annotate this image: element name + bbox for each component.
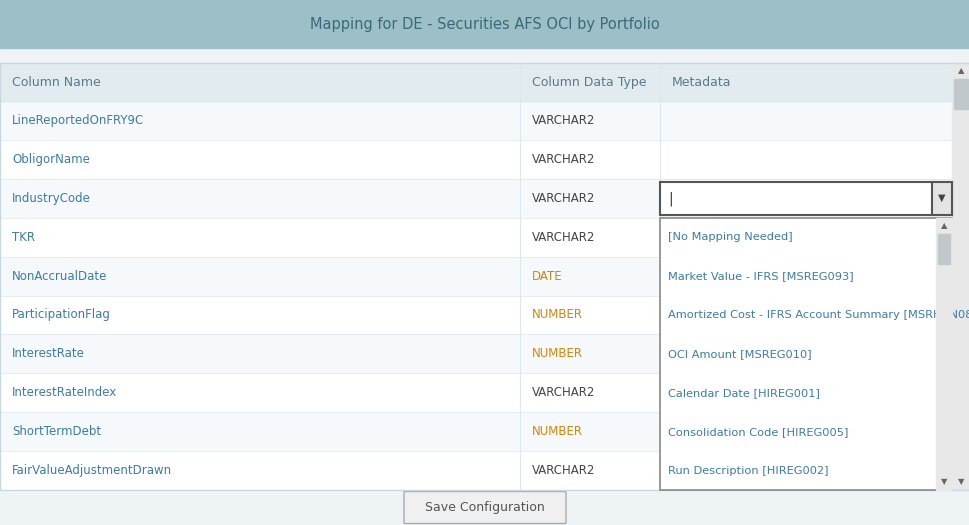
Text: NUMBER: NUMBER bbox=[531, 309, 582, 321]
Text: IndustryCode: IndustryCode bbox=[12, 192, 91, 205]
Bar bbox=[0, 373, 969, 412]
Text: ▲: ▲ bbox=[956, 67, 963, 76]
Bar bbox=[0, 101, 969, 140]
Text: ▼: ▼ bbox=[937, 193, 945, 203]
Text: VARCHAR2: VARCHAR2 bbox=[531, 192, 595, 205]
Text: NUMBER: NUMBER bbox=[531, 425, 582, 438]
Text: NUMBER: NUMBER bbox=[531, 348, 582, 360]
Bar bbox=[935, 218, 951, 490]
Text: ShortTermDebt: ShortTermDebt bbox=[12, 425, 101, 438]
Bar bbox=[951, 63, 969, 79]
Bar bbox=[0, 63, 969, 490]
Bar bbox=[0, 257, 969, 296]
Text: NonAccrualDate: NonAccrualDate bbox=[12, 269, 108, 282]
Bar bbox=[951, 63, 969, 490]
Bar bbox=[0, 179, 969, 218]
Bar bbox=[659, 218, 951, 490]
Bar bbox=[0, 451, 969, 490]
Bar bbox=[659, 182, 951, 215]
Bar bbox=[937, 234, 949, 264]
Text: VARCHAR2: VARCHAR2 bbox=[531, 464, 595, 477]
Text: TKR: TKR bbox=[12, 230, 35, 244]
Text: Amortized Cost - IFRS Account Summary [MSRHCN08]: Amortized Cost - IFRS Account Summary [M… bbox=[668, 310, 969, 320]
Text: Market Value - IFRS [MSREG093]: Market Value - IFRS [MSREG093] bbox=[668, 271, 853, 281]
Text: Consolidation Code [HIREG005]: Consolidation Code [HIREG005] bbox=[668, 427, 848, 437]
Bar bbox=[0, 63, 969, 490]
Bar bbox=[0, 0, 969, 48]
Text: FairValueAdjustmentDrawn: FairValueAdjustmentDrawn bbox=[12, 464, 172, 477]
Text: OCI Amount [MSREG010]: OCI Amount [MSREG010] bbox=[668, 349, 811, 359]
Text: Column Name: Column Name bbox=[12, 76, 101, 89]
Bar bbox=[931, 182, 951, 215]
Text: DATE: DATE bbox=[531, 269, 562, 282]
Bar bbox=[0, 296, 969, 334]
Bar bbox=[953, 79, 967, 109]
Bar bbox=[0, 218, 969, 257]
Text: Metadata: Metadata bbox=[672, 76, 731, 89]
Text: ▼: ▼ bbox=[956, 478, 963, 487]
FancyBboxPatch shape bbox=[403, 491, 566, 523]
Text: ParticipationFlag: ParticipationFlag bbox=[12, 309, 110, 321]
Text: VARCHAR2: VARCHAR2 bbox=[531, 114, 595, 127]
Text: LineReportedOnFRY9C: LineReportedOnFRY9C bbox=[12, 114, 144, 127]
Text: Calendar Date [HIREG001]: Calendar Date [HIREG001] bbox=[668, 388, 819, 398]
Text: |: | bbox=[668, 191, 672, 205]
Text: ObligorName: ObligorName bbox=[12, 153, 90, 166]
Bar bbox=[0, 334, 969, 373]
Text: ▲: ▲ bbox=[940, 221, 947, 230]
Text: Column Data Type: Column Data Type bbox=[531, 76, 645, 89]
Text: VARCHAR2: VARCHAR2 bbox=[531, 230, 595, 244]
Text: Run Description [HIREG002]: Run Description [HIREG002] bbox=[668, 466, 828, 476]
Text: Mapping for DE - Securities AFS OCI by Portfolio: Mapping for DE - Securities AFS OCI by P… bbox=[310, 16, 659, 32]
Bar bbox=[0, 63, 969, 101]
Bar bbox=[0, 412, 969, 451]
Text: VARCHAR2: VARCHAR2 bbox=[531, 153, 595, 166]
Text: [No Mapping Needed]: [No Mapping Needed] bbox=[668, 232, 792, 242]
Text: ▼: ▼ bbox=[940, 478, 947, 487]
Text: Save Configuration: Save Configuration bbox=[424, 501, 545, 514]
Text: InterestRateIndex: InterestRateIndex bbox=[12, 386, 117, 399]
Bar bbox=[951, 474, 969, 490]
Text: InterestRate: InterestRate bbox=[12, 348, 85, 360]
Text: VARCHAR2: VARCHAR2 bbox=[531, 386, 595, 399]
Bar bbox=[0, 140, 969, 179]
